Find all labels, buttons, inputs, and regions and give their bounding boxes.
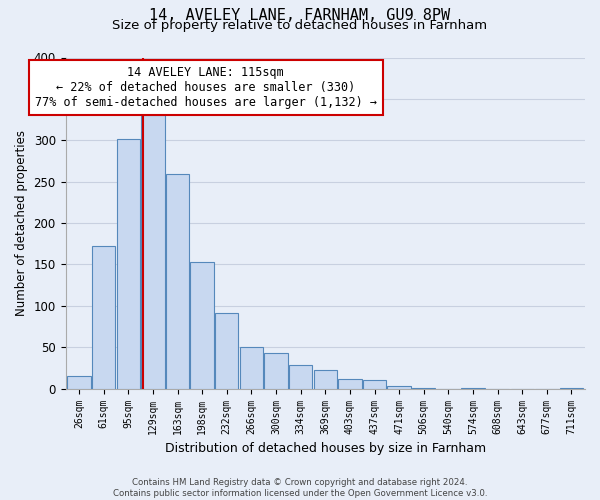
Bar — [265, 353, 288, 388]
Bar — [116, 140, 140, 388]
Bar — [190, 262, 214, 388]
Text: Size of property relative to detached houses in Farnham: Size of property relative to detached ho… — [112, 19, 488, 32]
X-axis label: Distribution of detached houses by size in Farnham: Distribution of detached houses by size … — [165, 442, 486, 455]
Text: Contains HM Land Registry data © Crown copyright and database right 2024.
Contai: Contains HM Land Registry data © Crown c… — [113, 478, 487, 498]
Bar — [363, 380, 386, 388]
Bar — [338, 379, 362, 388]
Text: 14 AVELEY LANE: 115sqm
← 22% of detached houses are smaller (330)
77% of semi-de: 14 AVELEY LANE: 115sqm ← 22% of detached… — [35, 66, 377, 109]
Bar — [67, 376, 91, 388]
Bar — [215, 312, 238, 388]
Bar — [388, 386, 411, 388]
Bar — [289, 364, 313, 388]
Text: 14, AVELEY LANE, FARNHAM, GU9 8PW: 14, AVELEY LANE, FARNHAM, GU9 8PW — [149, 8, 451, 22]
Bar — [240, 348, 263, 389]
Y-axis label: Number of detached properties: Number of detached properties — [15, 130, 28, 316]
Bar — [166, 174, 189, 388]
Bar — [92, 246, 115, 388]
Bar — [141, 116, 164, 388]
Bar — [314, 370, 337, 388]
